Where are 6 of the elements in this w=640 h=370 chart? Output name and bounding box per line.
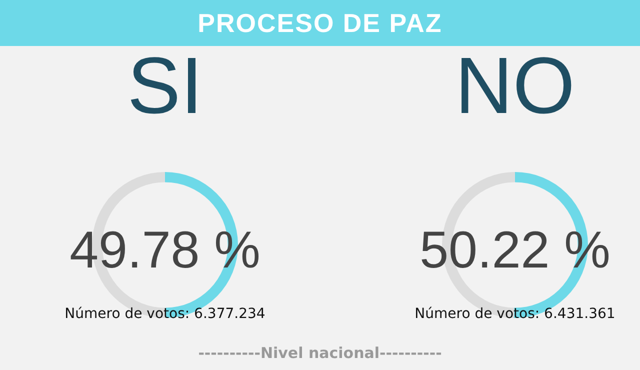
text: Número de votos: 6.377.234 bbox=[64, 306, 266, 322]
text: ----------Nivel nacional---------- bbox=[197, 344, 443, 362]
chart-title: SI bbox=[126, 40, 204, 132]
text: PROCESO DE PAZ bbox=[196, 8, 444, 39]
chart-title: NO bbox=[454, 40, 576, 132]
text: Número de votos: 6.431.361 bbox=[414, 306, 616, 322]
